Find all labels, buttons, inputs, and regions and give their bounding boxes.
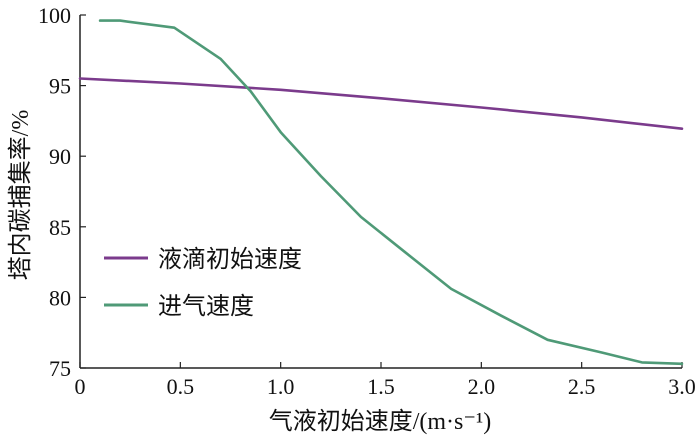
y-tick-label: 85 (49, 215, 71, 240)
legend-label-2: 进气速度 (158, 293, 254, 320)
legend-label-1: 液滴初始速度 (158, 246, 302, 273)
y-tick-label: 75 (49, 356, 71, 381)
series-line-1 (78, 77, 684, 130)
y-axis-title: 塔内碳捕集率/% (7, 110, 34, 281)
y-tick-label: 95 (49, 74, 71, 99)
x-tick-label: 0.5 (167, 374, 195, 399)
x-tick-label: 1.0 (267, 374, 295, 399)
x-tick-label: 2.5 (568, 374, 596, 399)
x-axis-title: 气液初始速度/(m·s⁻¹) (269, 408, 492, 435)
series-layer (78, 19, 684, 366)
x-tick-label: 3.0 (668, 374, 696, 399)
series-line-2 (98, 19, 684, 366)
y-tick-label: 80 (49, 285, 71, 310)
x-tick-label: 2.0 (468, 374, 496, 399)
x-tick-label: 0 (75, 374, 86, 399)
axes: 0 0.5 1.0 1.5 2.0 2.5 3.0 75 80 85 90 95 100 (38, 3, 696, 399)
y-tick-label: 100 (38, 3, 71, 28)
x-tick-label: 1.5 (367, 374, 395, 399)
y-tick-label: 90 (49, 144, 71, 169)
